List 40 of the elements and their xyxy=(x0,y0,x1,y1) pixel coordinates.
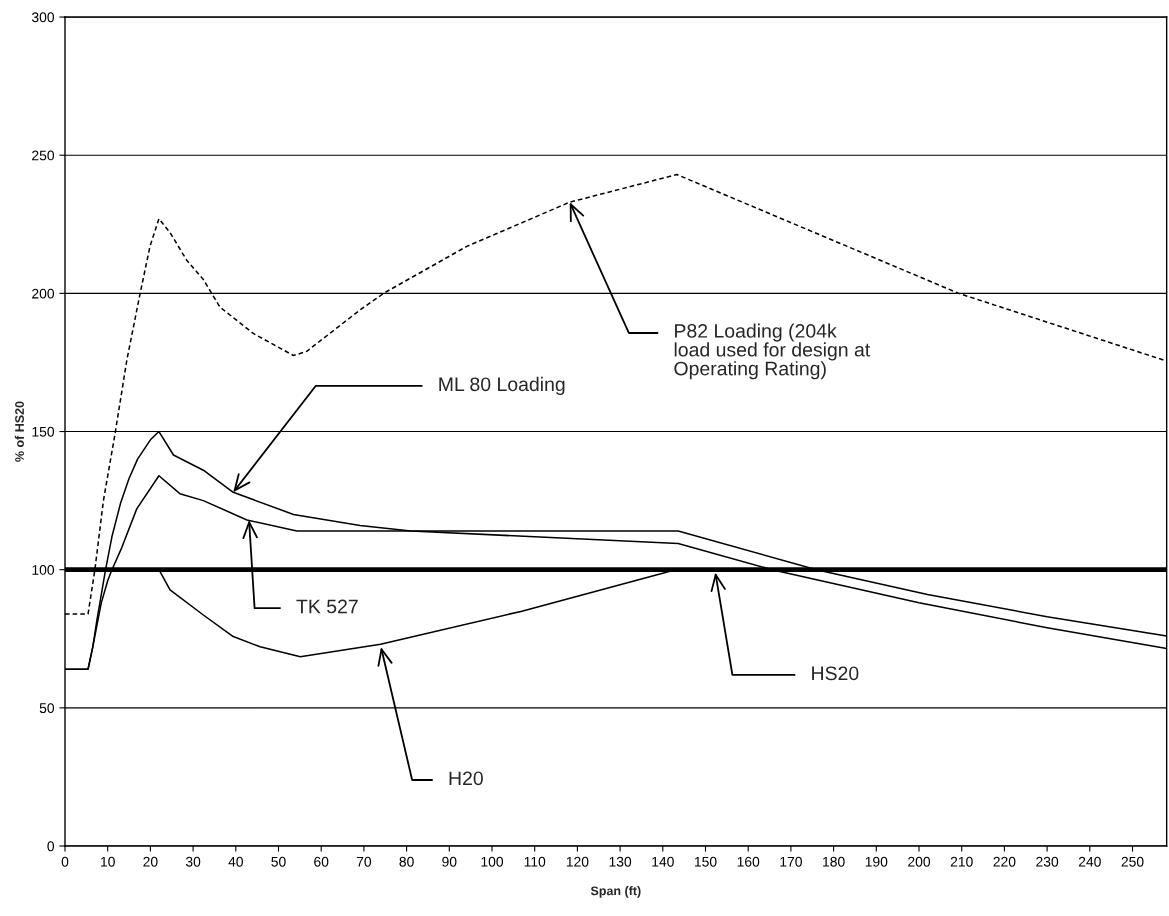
annotation: TK 527 xyxy=(296,599,358,614)
x-axis-title: Span (ft) xyxy=(590,886,641,898)
x-tick-label: 110 xyxy=(524,856,546,867)
x-tick-label: 140 xyxy=(652,856,674,867)
x-tick-label: 220 xyxy=(993,856,1016,867)
y-axis-title: % of HS20 xyxy=(14,401,24,462)
x-tick-label: 160 xyxy=(737,856,760,867)
x-tick-label: 120 xyxy=(566,856,589,867)
x-tick-label: 10 xyxy=(101,856,115,867)
y-tick-label: 50 xyxy=(39,703,55,714)
x-tick-label: 190 xyxy=(865,856,888,867)
x-tick-label: 170 xyxy=(780,856,802,867)
x-tick-label: 230 xyxy=(1036,856,1059,867)
x-tick-label: 90 xyxy=(442,856,457,867)
y-tick-label: 100 xyxy=(32,565,55,575)
x-tick-label: 240 xyxy=(1078,856,1101,867)
y-tick-label: 150 xyxy=(32,426,55,437)
x-tick-label: 200 xyxy=(908,856,931,867)
x-tick-label: 210 xyxy=(950,856,973,867)
y-tick-label: 0 xyxy=(47,841,55,852)
annotation: H20 xyxy=(449,771,483,786)
x-tick-label: 100 xyxy=(481,856,504,867)
x-tick-label: 70 xyxy=(356,856,372,867)
y-tick-label: 250 xyxy=(32,150,55,161)
x-tick-label: 80 xyxy=(399,856,414,867)
annotation: P82 Loading (204k load used for design at Operating Rating) xyxy=(674,323,871,380)
y-tick-label: 200 xyxy=(32,288,55,299)
x-tick-label: 150 xyxy=(694,856,717,867)
annotation: ML 80 Loading xyxy=(439,376,565,395)
x-tick-label: 250 xyxy=(1121,856,1144,867)
x-tick-label: 40 xyxy=(228,856,243,867)
y-tick-label: 300 xyxy=(31,12,55,23)
x-tick-label: 130 xyxy=(609,856,632,867)
annotation: HS20 xyxy=(812,666,859,681)
x-tick-label: 180 xyxy=(823,856,845,867)
x-tick-label: 30 xyxy=(185,856,201,867)
x-tick-label: 0 xyxy=(61,856,69,867)
x-tick-label: 20 xyxy=(143,856,158,867)
x-tick-label: 50 xyxy=(271,856,286,867)
x-tick-label: 60 xyxy=(314,856,329,867)
